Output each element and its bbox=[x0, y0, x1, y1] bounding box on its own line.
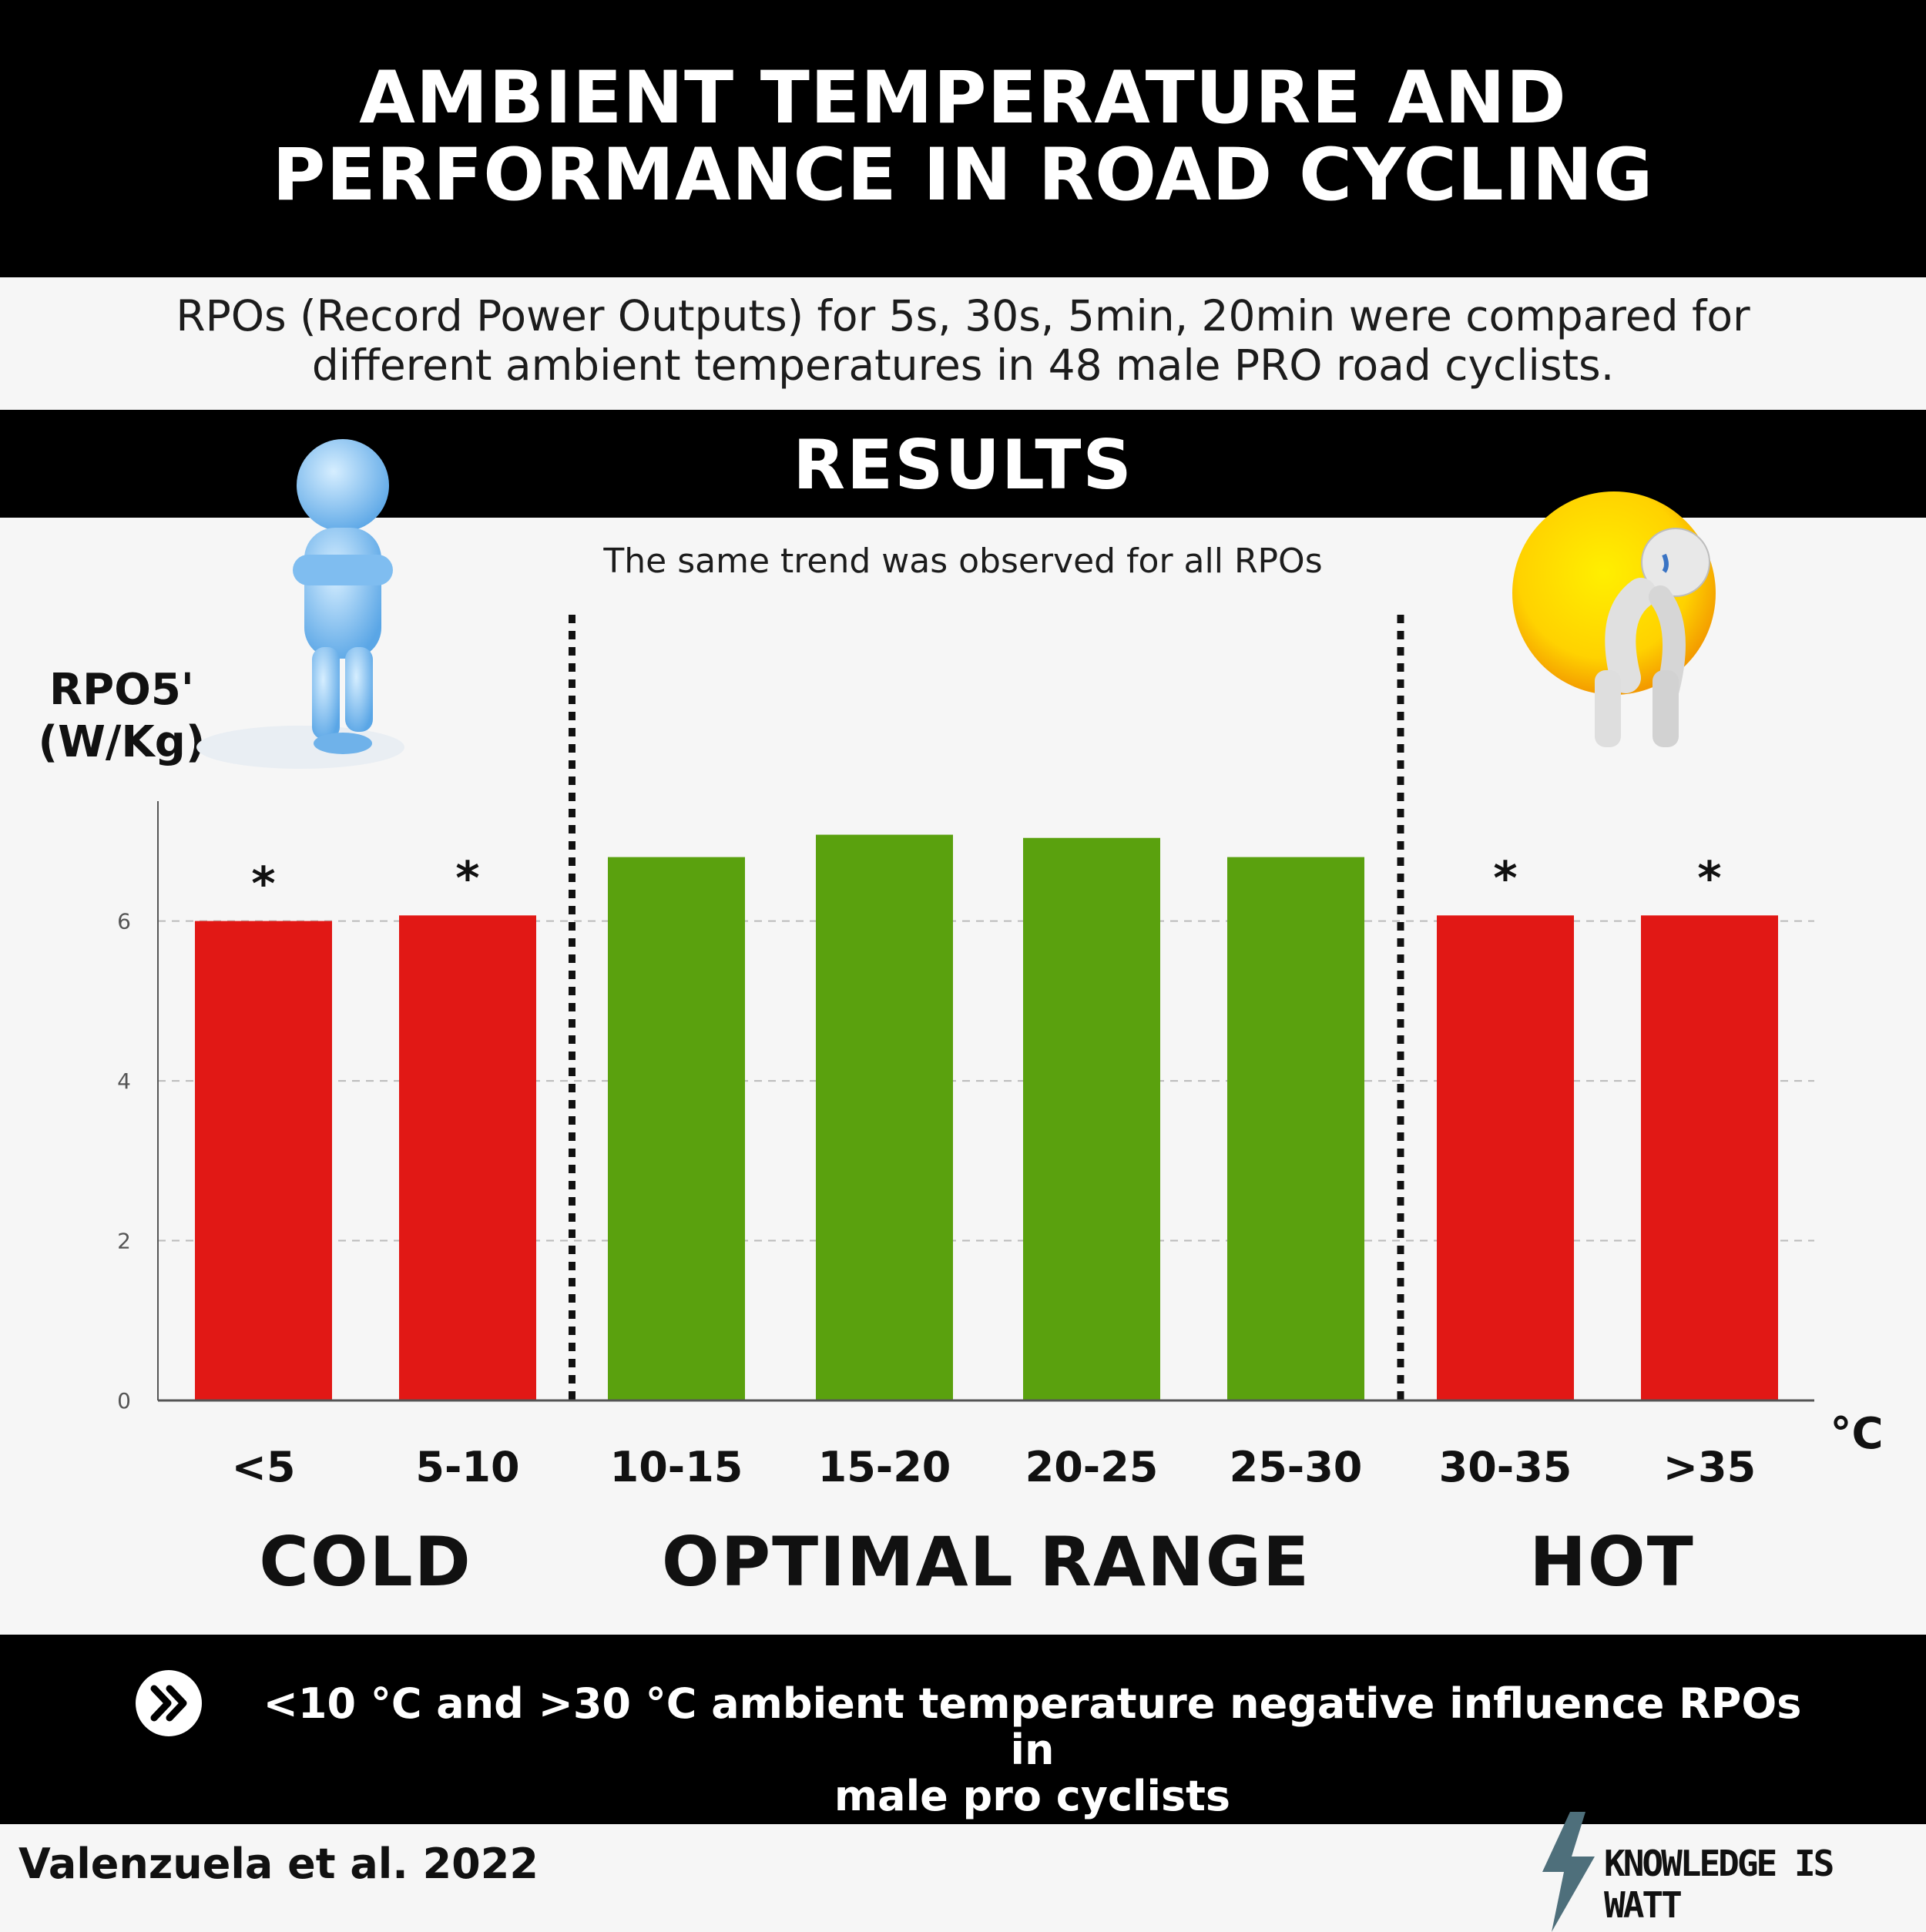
citation: Valenzuela et al. 2022 bbox=[18, 1840, 539, 1888]
x-category-label: <5 bbox=[232, 1443, 296, 1491]
page-title: AMBIENT TEMPERATURE AND PERFORMANCE IN R… bbox=[0, 60, 1926, 214]
conclusion-line-2: male pro cyclists bbox=[834, 1772, 1231, 1820]
y-tick-label: 6 bbox=[117, 909, 131, 934]
x-category-label: 30-35 bbox=[1439, 1443, 1572, 1491]
freezing-person-icon bbox=[196, 439, 404, 769]
y-tick-label: 2 bbox=[117, 1229, 131, 1254]
significance-marker: * bbox=[251, 857, 275, 911]
x-category-label: 5-10 bbox=[415, 1443, 519, 1491]
bar bbox=[195, 921, 332, 1400]
conclusion-text: <10 °C and >30 °C ambient temperature ne… bbox=[239, 1681, 1826, 1820]
conclusion-line-1: <10 °C and >30 °C ambient temperature ne… bbox=[263, 1679, 1802, 1774]
results-title: RESULTS bbox=[793, 425, 1133, 505]
bar bbox=[608, 857, 745, 1400]
significance-marker: * bbox=[455, 851, 479, 905]
y-tick-label: 0 bbox=[117, 1388, 131, 1414]
y-axis-label-line-2: (W/Kg) bbox=[38, 717, 206, 767]
lightning-bolt-icon bbox=[1542, 1812, 1595, 1932]
description-line-1: RPOs (Record Power Outputs) for 5s, 30s,… bbox=[176, 291, 1750, 340]
group-label: HOT bbox=[1529, 1522, 1694, 1602]
x-category-label: >35 bbox=[1663, 1443, 1756, 1491]
group-label: COLD bbox=[259, 1522, 472, 1602]
double-chevron-right-icon bbox=[136, 1670, 202, 1736]
title-band bbox=[0, 0, 1926, 277]
significance-marker: * bbox=[1697, 851, 1721, 905]
y-tick-label: 4 bbox=[117, 1068, 131, 1094]
description-line-2: different ambient temperatures in 48 mal… bbox=[311, 340, 1615, 390]
conclusion-band bbox=[0, 1635, 1926, 1824]
bar bbox=[1437, 915, 1574, 1400]
x-category-label: 25-30 bbox=[1230, 1443, 1363, 1491]
bar bbox=[1227, 857, 1364, 1400]
significance-marker: * bbox=[1493, 851, 1517, 905]
x-category-label: 10-15 bbox=[610, 1443, 743, 1491]
group-label: OPTIMAL RANGE bbox=[662, 1522, 1310, 1602]
title-line-2: PERFORMANCE IN ROAD CYCLING bbox=[272, 133, 1654, 217]
y-axis-label: RPO5' (W/Kg) bbox=[22, 664, 222, 769]
bar bbox=[816, 834, 953, 1400]
bar-chart: 0 2 4 6 * <5 * 5-10 10-15 15-20 20-25 25-30 * 30-35 *… bbox=[117, 615, 1884, 1602]
study-description: RPOs (Record Power Outputs) for 5s, 30s,… bbox=[92, 291, 1834, 390]
bar bbox=[399, 915, 536, 1400]
bar bbox=[1641, 915, 1778, 1400]
x-category-label: 20-25 bbox=[1025, 1443, 1159, 1491]
bar bbox=[1023, 837, 1160, 1400]
trend-note: The same trend was observed for all RPOs bbox=[603, 542, 1323, 581]
description-band bbox=[0, 277, 1926, 410]
sweating-person-sun-icon bbox=[1512, 491, 1716, 747]
y-axis-label-line-1: RPO5' bbox=[49, 665, 194, 715]
brand-name: KNOWLEDGE IS WATT bbox=[1604, 1843, 1834, 1926]
x-category-label: 15-20 bbox=[818, 1443, 951, 1491]
title-line-1: AMBIENT TEMPERATURE AND bbox=[359, 56, 1567, 140]
x-axis-unit-label: °C bbox=[1830, 1409, 1883, 1459]
